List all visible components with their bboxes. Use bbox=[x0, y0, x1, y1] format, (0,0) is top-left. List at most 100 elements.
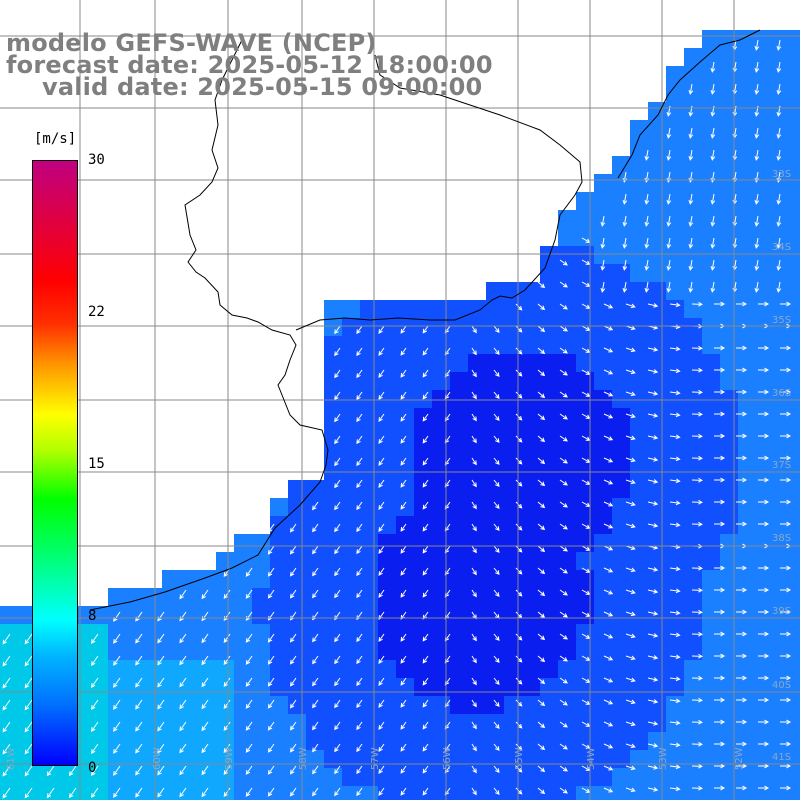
ocean-cell bbox=[450, 732, 469, 751]
wind-arrow bbox=[91, 721, 99, 732]
ocean-cell bbox=[360, 606, 379, 625]
wind-arrow bbox=[754, 215, 760, 227]
ocean-cell bbox=[774, 408, 793, 427]
ocean-cell bbox=[684, 408, 703, 427]
ocean-cell bbox=[648, 282, 667, 301]
ocean-cell bbox=[630, 372, 649, 391]
ocean-cell bbox=[666, 516, 685, 535]
ocean-cell bbox=[180, 768, 199, 787]
ocean-cell bbox=[612, 534, 631, 553]
ocean-cell bbox=[738, 138, 757, 157]
ocean-cell bbox=[270, 588, 289, 607]
wind-arrow bbox=[334, 479, 341, 489]
ocean-cell bbox=[666, 624, 685, 643]
wind-arrow bbox=[714, 609, 726, 615]
ocean-cell bbox=[540, 282, 559, 301]
ocean-cell bbox=[540, 750, 559, 769]
latitude-label: 39S bbox=[772, 606, 791, 617]
ocean-cell bbox=[774, 516, 793, 535]
ocean-cell bbox=[468, 444, 487, 463]
wind-arrow bbox=[515, 303, 523, 311]
title-model: modelo GEFS-WAVE (NCEP) bbox=[6, 29, 377, 57]
ocean-cell bbox=[162, 660, 181, 679]
ocean-cell bbox=[666, 732, 685, 751]
wind-arrow bbox=[754, 281, 760, 293]
ocean-cell bbox=[666, 138, 685, 157]
wind-arrow bbox=[776, 237, 782, 249]
ocean-cell bbox=[684, 516, 703, 535]
ocean-cell bbox=[504, 624, 523, 643]
ocean-cell bbox=[522, 498, 541, 517]
wind-arrow bbox=[625, 655, 636, 661]
ocean-cell bbox=[360, 624, 379, 643]
ocean-cell bbox=[792, 246, 800, 265]
wind-arrow bbox=[625, 303, 636, 309]
wind-arrow bbox=[758, 389, 770, 395]
wind-arrow bbox=[714, 433, 726, 439]
ocean-cell bbox=[594, 408, 613, 427]
colorbar bbox=[32, 160, 78, 766]
ocean-cell bbox=[648, 498, 667, 517]
ocean-cell bbox=[612, 174, 631, 193]
wind-arrow bbox=[780, 785, 792, 791]
wind-arrow bbox=[688, 259, 694, 271]
wind-arrow bbox=[2, 787, 11, 799]
ocean-cell bbox=[450, 642, 469, 661]
ocean-cell bbox=[756, 84, 775, 103]
ocean-cell bbox=[0, 660, 19, 679]
ocean-cell bbox=[450, 354, 469, 373]
ocean-cell bbox=[666, 588, 685, 607]
wind-arrow bbox=[515, 391, 523, 399]
ocean-cell bbox=[630, 174, 649, 193]
ocean-cell bbox=[594, 372, 613, 391]
ocean-cell bbox=[774, 48, 793, 67]
ocean-cell bbox=[378, 660, 397, 679]
ocean-cell bbox=[666, 300, 685, 319]
wind-arrow bbox=[736, 455, 748, 461]
ocean-cell bbox=[720, 642, 739, 661]
ocean-cell bbox=[648, 696, 667, 715]
ocean-cell bbox=[720, 282, 739, 301]
ocean-cell bbox=[756, 570, 775, 589]
ocean-cell bbox=[612, 480, 631, 499]
wind-arrow bbox=[758, 455, 770, 461]
wind-arrow bbox=[688, 127, 694, 139]
ocean-cell bbox=[774, 588, 793, 607]
ocean-cell bbox=[648, 174, 667, 193]
wind-arrow bbox=[378, 369, 385, 378]
wind-arrow bbox=[493, 545, 500, 554]
ocean-cell bbox=[738, 516, 757, 535]
wind-arrow bbox=[289, 721, 297, 731]
wind-arrow bbox=[758, 741, 770, 747]
wind-arrow bbox=[736, 675, 748, 681]
wind-arrow bbox=[113, 655, 121, 666]
wind-arrow bbox=[754, 259, 760, 271]
ocean-cell bbox=[90, 624, 109, 643]
wind-arrow bbox=[515, 523, 523, 531]
ocean-cell bbox=[684, 642, 703, 661]
ocean-cell bbox=[378, 354, 397, 373]
wind-arrow bbox=[758, 411, 770, 417]
wind-arrow bbox=[91, 677, 99, 688]
wind-arrow bbox=[625, 457, 636, 463]
ocean-cell bbox=[486, 678, 505, 697]
wind-arrow bbox=[157, 699, 165, 710]
ocean-cell bbox=[450, 660, 469, 679]
ocean-cell bbox=[414, 750, 433, 769]
wind-arrow bbox=[422, 655, 429, 664]
ocean-cell bbox=[756, 156, 775, 175]
wind-arrow bbox=[710, 149, 716, 161]
wind-arrow bbox=[736, 433, 748, 439]
ocean-cell bbox=[342, 786, 361, 800]
ocean-cell bbox=[468, 714, 487, 733]
ocean-cell bbox=[594, 570, 613, 589]
wind-arrow bbox=[537, 787, 546, 795]
ocean-cell bbox=[594, 642, 613, 661]
ocean-cell bbox=[378, 642, 397, 661]
ocean-cell bbox=[594, 228, 613, 247]
ocean-cell bbox=[396, 642, 415, 661]
wind-arrow bbox=[625, 787, 636, 793]
ocean-cell bbox=[540, 426, 559, 445]
ocean-cell bbox=[396, 624, 415, 643]
ocean-cell bbox=[504, 408, 523, 427]
